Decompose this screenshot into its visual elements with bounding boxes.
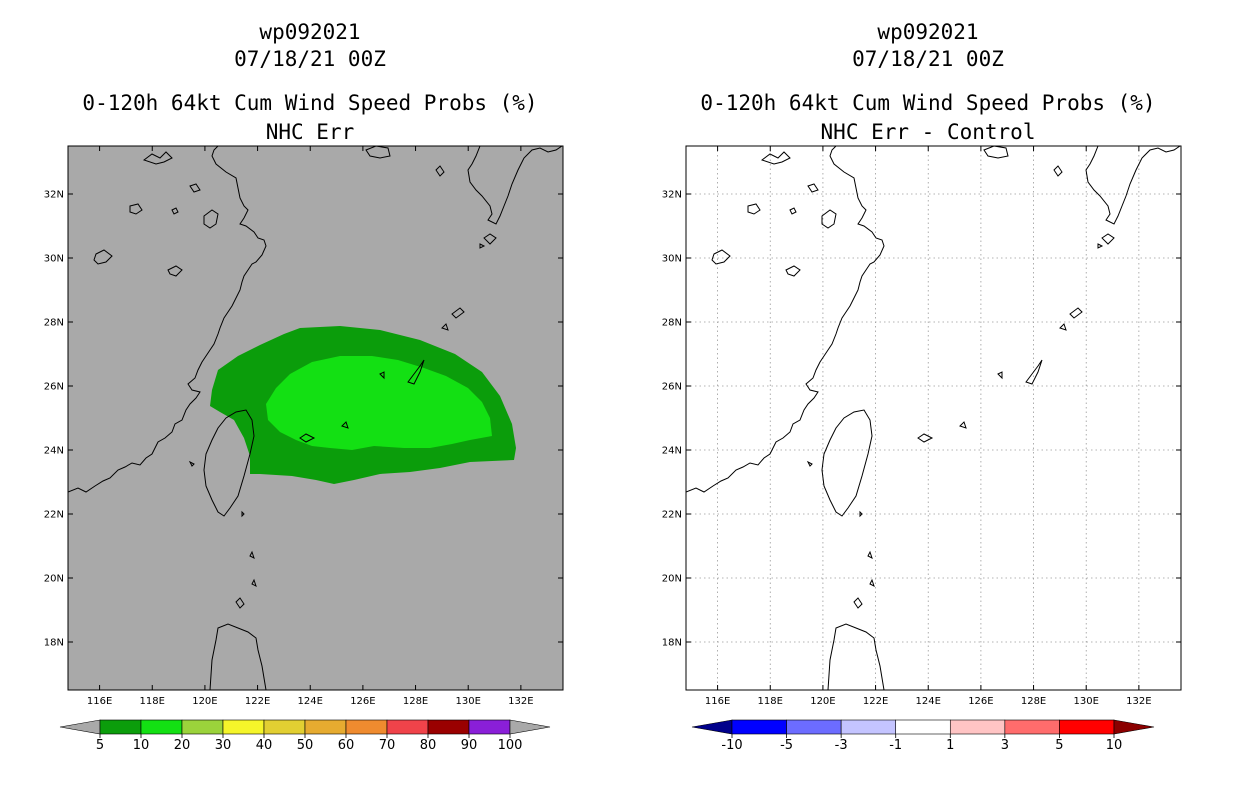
left-map-frame <box>67 145 564 691</box>
right-title-1: wp092021 <box>877 20 979 44</box>
colorbar-swatch <box>731 719 787 735</box>
colorbar-swatch <box>840 719 897 735</box>
colorbar-label: 80 <box>420 738 437 753</box>
colorbar-label: -10 <box>721 738 742 753</box>
left-map: 116E 118E 120E 122E 124E 126E 128E 130E 132E 18N 2… <box>44 145 564 707</box>
x-tick-label: 122E <box>863 696 888 707</box>
x-tick-label: 126E <box>350 696 375 707</box>
colorbar-swatch <box>140 719 183 735</box>
x-tick-label: 122E <box>245 696 270 707</box>
x-tick-label: 132E <box>1126 696 1151 707</box>
colorbar-label: 50 <box>297 738 314 753</box>
y-tick-label: 30N <box>662 254 682 265</box>
colorbar-swatch <box>1004 719 1060 735</box>
y-tick-label: 32N <box>662 190 682 201</box>
y-tick-label: 22N <box>662 510 682 521</box>
colorbar-swatch <box>949 719 1006 735</box>
y-tick-label: 18N <box>44 638 64 649</box>
left-title-4: NHC Err <box>265 120 355 144</box>
x-tick-label: 126E <box>968 696 993 707</box>
prob-contour-10 <box>266 356 492 450</box>
y-tick-label: 32N <box>44 190 64 201</box>
colorbar-swatch <box>345 719 388 735</box>
colorbar-label: 60 <box>338 738 355 753</box>
x-tick-label: 124E <box>916 696 941 707</box>
left-axis-ticks: 116E 118E 120E 122E 124E 126E 128E 130E 132E 18N 2… <box>44 146 563 707</box>
y-tick-label: 20N <box>662 574 682 585</box>
x-tick-label: 128E <box>403 696 428 707</box>
colorbar-swatch <box>181 719 224 735</box>
y-tick-label: 18N <box>662 638 682 649</box>
right-map-background <box>686 146 1181 690</box>
right-map-frame <box>685 145 1182 691</box>
colorbar-label: 70 <box>379 738 396 753</box>
colorbar-extension-low <box>59 719 101 735</box>
left-title-1: wp092021 <box>259 20 361 44</box>
x-tick-label: 124E <box>298 696 323 707</box>
y-tick-label: 24N <box>44 446 64 457</box>
x-tick-label: 118E <box>140 696 165 707</box>
colorbar-extension-high <box>509 719 551 735</box>
colorbar-label: 3 <box>1001 738 1009 753</box>
colorbar-swatch <box>222 719 265 735</box>
colorbar-label: 100 <box>498 738 523 753</box>
colorbar-label: -3 <box>835 738 848 753</box>
colorbar-label: 40 <box>256 738 273 753</box>
colorbar-label: 20 <box>174 738 191 753</box>
y-tick-label: 30N <box>44 254 64 265</box>
x-tick-label: 116E <box>705 696 730 707</box>
right-map: 116E 118E 120E 122E 124E 126E 128E 130E 132E 18N 2… <box>662 145 1182 707</box>
colorbar-swatch <box>263 719 306 735</box>
colorbar-swatch <box>386 719 429 735</box>
right-title-3: 0-120h 64kt Cum Wind Speed Probs (%) <box>700 91 1156 115</box>
y-tick-label: 24N <box>662 446 682 457</box>
y-tick-label: 26N <box>662 382 682 393</box>
x-tick-label: 118E <box>758 696 783 707</box>
colorbar-swatch <box>427 719 470 735</box>
colorbar-label: 5 <box>1055 738 1063 753</box>
x-tick-label: 120E <box>810 696 835 707</box>
x-tick-label: 128E <box>1021 696 1046 707</box>
left-colorbar: 5 10 20 30 40 50 60 70 80 90 100 <box>59 719 551 753</box>
right-gridlines <box>686 146 1181 690</box>
colorbar-extension-low <box>691 719 733 735</box>
right-axis-ticks: 116E 118E 120E 122E 124E 126E 128E 130E 132E 18N 2… <box>662 146 1181 707</box>
colorbar-label: 1 <box>946 738 954 753</box>
colorbar-swatch <box>304 719 347 735</box>
colorbar-swatch <box>786 719 842 735</box>
y-tick-label: 20N <box>44 574 64 585</box>
colorbar-label: -5 <box>780 738 793 753</box>
y-tick-label: 22N <box>44 510 64 521</box>
colorbar-label: 10 <box>1106 738 1123 753</box>
colorbar-swatch <box>895 719 951 735</box>
y-tick-label: 28N <box>44 318 64 329</box>
left-title-3: 0-120h 64kt Cum Wind Speed Probs (%) <box>82 91 538 115</box>
colorbar-label: 5 <box>96 738 104 753</box>
colorbar-swatch <box>1059 719 1115 735</box>
right-title-4: NHC Err - Control <box>820 120 1036 144</box>
colorbar-swatch <box>468 719 511 735</box>
left-title-2: 07/18/21 00Z <box>234 47 386 71</box>
colorbar-extension-high <box>1113 719 1155 735</box>
right-title-2: 07/18/21 00Z <box>852 47 1004 71</box>
colorbar-swatch <box>99 719 142 735</box>
x-tick-label: 132E <box>508 696 533 707</box>
colorbar-label: 30 <box>215 738 232 753</box>
right-colorbar: -10 -5 -3 -1 1 3 5 10 <box>691 719 1155 753</box>
y-tick-label: 26N <box>44 382 64 393</box>
colorbar-label: -1 <box>889 738 902 753</box>
x-tick-label: 120E <box>192 696 217 707</box>
x-tick-label: 116E <box>87 696 112 707</box>
x-tick-label: 130E <box>1074 696 1099 707</box>
colorbar-label: 10 <box>133 738 150 753</box>
x-tick-label: 130E <box>456 696 481 707</box>
colorbar-label: 90 <box>461 738 478 753</box>
y-tick-label: 28N <box>662 318 682 329</box>
